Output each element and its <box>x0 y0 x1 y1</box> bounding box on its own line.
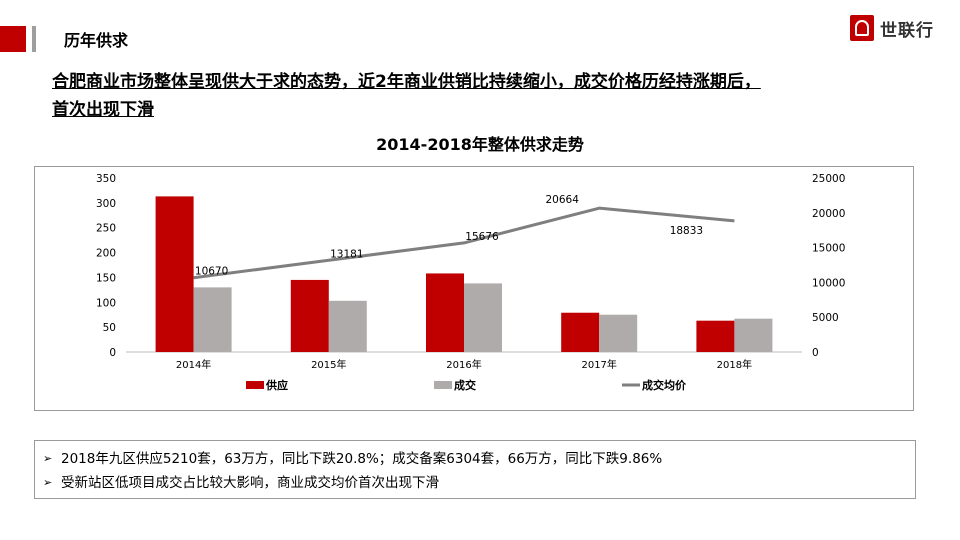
legend-label: 供应 <box>265 378 288 392</box>
line-data-label: 20664 <box>545 194 579 206</box>
headline: 合肥商业市场整体呈现供大于求的态势，近2年商业供销比持续缩小，成交价格历经持涨期… <box>52 68 882 124</box>
bar-supply <box>426 273 464 352</box>
line-avg-price <box>193 206 735 280</box>
legend-swatch <box>434 381 452 389</box>
bar-supply <box>290 279 329 352</box>
legend-label: 成交 <box>454 378 476 392</box>
company-logo: 世联行 <box>850 14 934 42</box>
y-left-tick-label: 200 <box>96 248 116 260</box>
bar-transaction <box>464 283 502 352</box>
line-data-label: 18833 <box>670 225 703 237</box>
y-right-tick-label: 10000 <box>812 277 845 289</box>
x-tick-label: 2016年 <box>446 358 481 371</box>
y-left-tick-label: 0 <box>109 347 116 359</box>
accent-block <box>0 26 26 52</box>
y-right-tick-label: 25000 <box>812 173 845 185</box>
note-item: ➢ 受新站区低项目成交占比较大影响，商业成交均价首次出现下滑 <box>43 471 915 495</box>
x-tick-label: 2014年 <box>176 358 211 371</box>
logo-text: 世联行 <box>880 20 934 41</box>
bar-supply <box>696 320 735 352</box>
chart-title: 2014-2018年整体供求走势 <box>376 135 584 154</box>
x-tick-label: 2015年 <box>311 358 346 371</box>
supply-demand-chart: 0 50 100 150 200 250 300 350 0 5000 10000 15000 2000… <box>96 173 845 392</box>
y-right-tick-label: 5000 <box>812 312 839 324</box>
y-left-tick-label: 100 <box>96 297 116 309</box>
x-tick-label: 2018年 <box>717 358 752 371</box>
line-data-label: 15676 <box>465 231 499 243</box>
chart-frame <box>34 166 914 411</box>
accent-divider <box>32 26 36 52</box>
y-left-tick-label: 150 <box>96 272 116 284</box>
notes-box: ➢ 2018年九区供应5210套，63万方，同比下跌20.8%；成交备案6304… <box>34 440 916 499</box>
note-text: 2018年九区供应5210套，63万方，同比下跌20.8%；成交备案6304套，… <box>61 451 663 467</box>
y-left-tick-label: 350 <box>96 173 116 185</box>
bar-transaction <box>193 287 232 352</box>
bar-supply <box>155 196 194 352</box>
line-data-label: 13181 <box>330 248 363 260</box>
arrow-bullet-icon: ➢ <box>43 452 53 465</box>
logo-icon <box>850 15 874 41</box>
y-right-tick-label: 15000 <box>812 243 845 255</box>
line-data-label: 10670 <box>195 266 228 278</box>
legend-swatch <box>246 381 264 389</box>
bar-transaction <box>599 314 638 352</box>
note-item: ➢ 2018年九区供应5210套，63万方，同比下跌20.8%；成交备案6304… <box>43 447 915 471</box>
legend-label: 成交均价 <box>642 378 687 392</box>
headline-line-1: 合肥商业市场整体呈现供大于求的态势，近2年商业供销比持续缩小，成交价格历经持涨期… <box>52 72 761 92</box>
bar-transaction <box>328 300 367 352</box>
bar-transaction <box>734 318 773 352</box>
y-left-tick-label: 300 <box>96 198 116 210</box>
headline-line-2: 首次出现下滑 <box>52 100 154 120</box>
arrow-bullet-icon: ➢ <box>43 476 53 489</box>
y-right-tick-label: 20000 <box>812 208 845 220</box>
bar-supply <box>561 312 600 352</box>
section-title: 历年供求 <box>64 31 129 50</box>
x-tick-label: 2017年 <box>581 358 616 371</box>
y-right-tick-label: 0 <box>812 347 819 359</box>
y-left-tick-label: 250 <box>96 223 116 235</box>
y-left-tick-label: 50 <box>103 322 116 334</box>
note-text: 受新站区低项目成交占比较大影响，商业成交均价首次出现下滑 <box>61 475 439 491</box>
